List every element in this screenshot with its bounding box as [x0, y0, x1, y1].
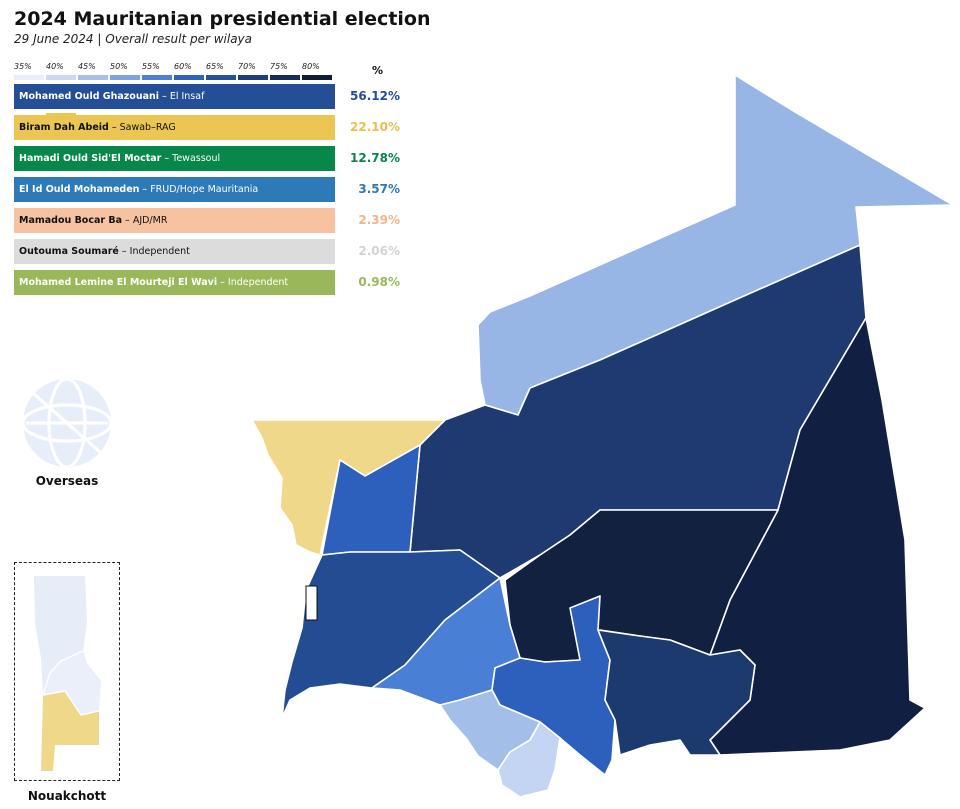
candidate-party: – Independent	[217, 277, 289, 288]
region-guidimaka[interactable]	[497, 721, 561, 798]
candidate-row: Mamadou Bocar Ba – AJD/MR	[14, 208, 335, 233]
candidate-row: Biram Dah Abeid – Sawab–RAG	[14, 115, 335, 140]
scale-label: 45%	[78, 62, 96, 71]
nouakchott-inset	[14, 562, 120, 781]
candidate-party: – Sawab–RAG	[108, 122, 176, 133]
page-title: 2024 Mauritanian presidential election	[14, 8, 431, 30]
winner-scale-marker	[46, 113, 76, 118]
candidate-row: Outouma Soumaré – Independent	[14, 239, 335, 264]
scale-swatch	[238, 75, 268, 80]
candidate-party: – Independent	[118, 246, 190, 257]
candidate-name: El Id Ould Mohameden	[19, 184, 140, 195]
candidate-percent: 3.57%	[358, 182, 400, 196]
candidate-percent: 2.06%	[358, 244, 400, 258]
candidate-party: – FRUD/Hope Mauritania	[139, 184, 259, 195]
scale-swatch	[46, 75, 76, 80]
scale-swatch	[142, 75, 172, 80]
scale-swatch	[78, 75, 108, 80]
scale-swatch	[302, 75, 332, 80]
candidate-row: Hamadi Ould Sid'El Moctar – Tewassoul	[14, 146, 335, 171]
candidate-name: Outouma Soumaré	[19, 246, 119, 257]
scale-swatch	[270, 75, 300, 80]
candidate-name: Hamadi Ould Sid'El Moctar	[19, 153, 162, 164]
candidate-percent: 0.98%	[358, 275, 400, 289]
candidate-percent: 56.12%	[350, 89, 400, 103]
scale-label: 50%	[110, 62, 128, 71]
scale-label: 75%	[270, 62, 288, 71]
color-scale-legend: 35% 40% 45% 50% 55% 60% 65% 70% 75% 80%	[14, 62, 334, 80]
candidate-name: Biram Dah Abeid	[19, 122, 109, 133]
candidate-name: Mohamed Ould Ghazouani	[19, 91, 160, 102]
scale-label: 60%	[174, 62, 192, 71]
overseas-label: Overseas	[35, 474, 99, 488]
region-trarza[interactable]	[281, 549, 501, 719]
nouakchott-city-marker[interactable]	[305, 585, 318, 621]
candidate-row: El Id Ould Mohameden – FRUD/Hope Maurita…	[14, 177, 335, 202]
percent-column-header: %	[372, 64, 384, 77]
region-nouakchott-south[interactable]	[41, 691, 99, 771]
scale-label: 35%	[14, 62, 32, 71]
scale-label: 40%	[46, 62, 64, 71]
candidate-percent: 22.10%	[350, 120, 400, 134]
nouakchott-label: Nouakchott	[27, 789, 107, 803]
candidate-percent: 12.78%	[350, 151, 400, 165]
page-subtitle: 29 June 2024 | Overall result per wilaya	[14, 32, 253, 46]
scale-label: 55%	[142, 62, 160, 71]
scale-swatch	[110, 75, 140, 80]
scale-label: 80%	[302, 62, 320, 71]
region-nouakchott-north[interactable]	[34, 576, 87, 695]
region-hodh-el-gharbi[interactable]	[597, 629, 756, 756]
overseas-globe-icon[interactable]	[21, 377, 113, 472]
candidate-party: – Tewassoul	[161, 153, 221, 164]
candidate-name: Mohamed Lemine El Mourteji El Wavi	[19, 277, 218, 288]
scale-swatch	[174, 75, 204, 80]
candidate-name: Mamadou Bocar Ba	[19, 215, 123, 226]
region-nouakchott-west[interactable]	[43, 651, 101, 715]
scale-label: 65%	[206, 62, 224, 71]
candidate-party: – AJD/MR	[122, 215, 168, 226]
candidate-percent: 2.39%	[358, 213, 400, 227]
candidate-row: Mohamed Lemine El Mourteji El Wavi – Ind…	[14, 270, 335, 295]
scale-label: 70%	[238, 62, 256, 71]
scale-swatch	[206, 75, 236, 80]
candidate-party: – El Insaf	[159, 91, 205, 102]
candidate-row: Mohamed Ould Ghazouani – El Insaf	[14, 84, 335, 109]
scale-swatch	[14, 75, 44, 80]
